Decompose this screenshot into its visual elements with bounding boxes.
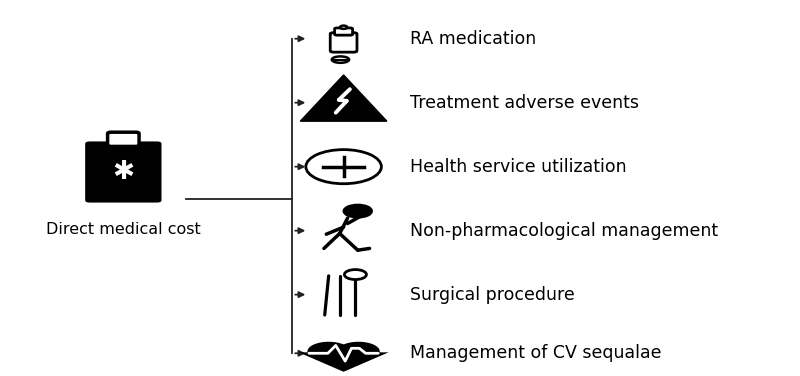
- Text: Non-pharmacological management: Non-pharmacological management: [410, 222, 718, 240]
- Circle shape: [338, 342, 380, 361]
- FancyBboxPatch shape: [107, 132, 139, 146]
- Circle shape: [306, 150, 382, 184]
- Text: Surgical procedure: Surgical procedure: [410, 286, 575, 304]
- FancyBboxPatch shape: [334, 28, 353, 35]
- Polygon shape: [298, 352, 389, 372]
- Text: Direct medical cost: Direct medical cost: [46, 222, 201, 237]
- FancyBboxPatch shape: [330, 33, 357, 52]
- Text: RA medication: RA medication: [410, 30, 537, 48]
- Text: Treatment adverse events: Treatment adverse events: [410, 94, 639, 112]
- Circle shape: [344, 270, 366, 279]
- Circle shape: [344, 205, 372, 217]
- Text: Health service utilization: Health service utilization: [410, 158, 627, 176]
- Circle shape: [307, 342, 350, 361]
- FancyBboxPatch shape: [85, 141, 162, 203]
- Text: ✱: ✱: [112, 159, 134, 185]
- Text: Management of CV sequalae: Management of CV sequalae: [410, 344, 662, 362]
- Circle shape: [340, 26, 347, 29]
- Polygon shape: [300, 75, 387, 121]
- Ellipse shape: [332, 56, 349, 63]
